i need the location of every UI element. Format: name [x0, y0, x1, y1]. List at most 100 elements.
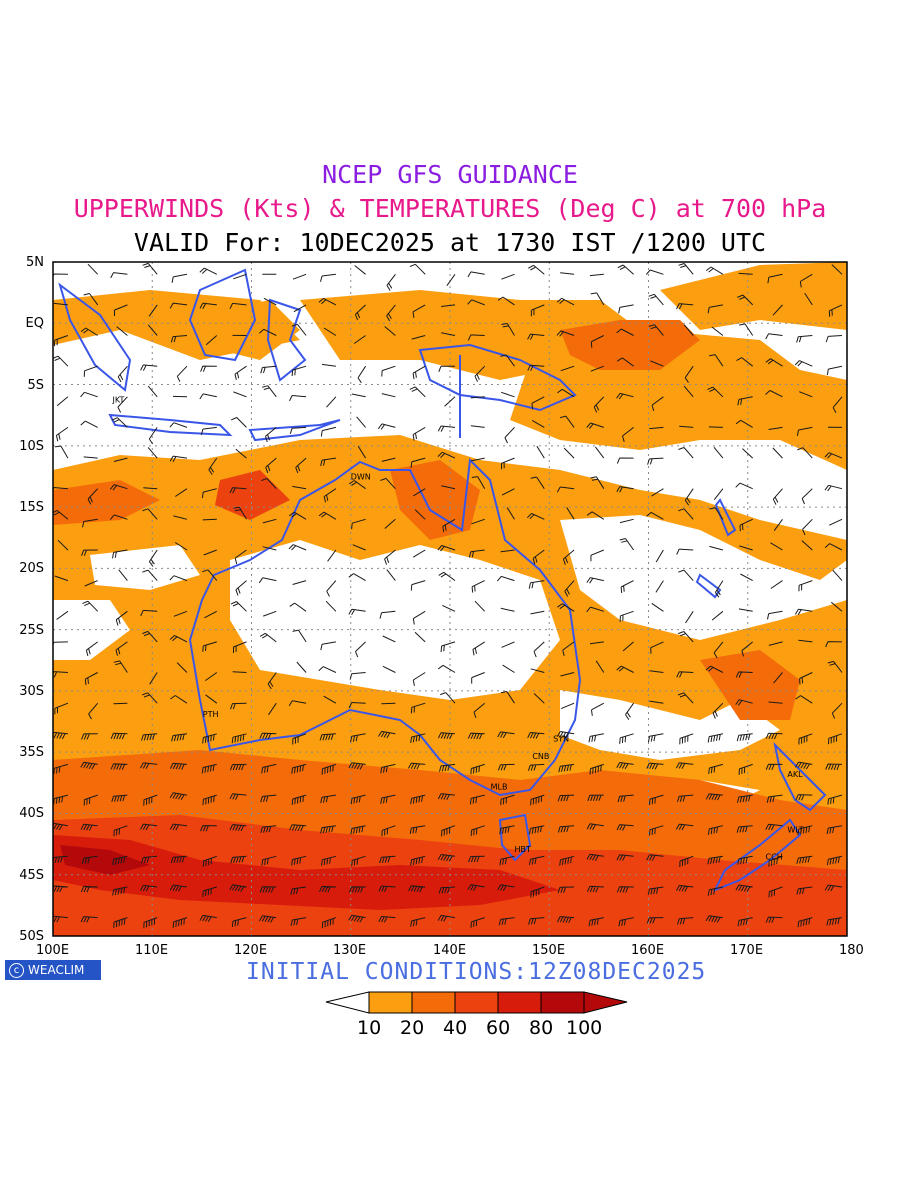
- legend-gt100: [583, 991, 628, 1014]
- wind-barb: [707, 386, 724, 398]
- wind-barb: [149, 672, 158, 685]
- wind-barb: [679, 425, 694, 428]
- wind-barb: [474, 600, 486, 612]
- wind-barb: [470, 825, 485, 837]
- wind-barb: [562, 641, 575, 657]
- wind-barb: [379, 855, 396, 864]
- map-frame: [52, 261, 848, 937]
- wind-barb: [616, 392, 634, 400]
- coast-new-guinea: [418, 343, 577, 412]
- lon-label-130e: 130E: [333, 943, 367, 958]
- wind-barb: [202, 641, 217, 652]
- wind-barb: [258, 328, 277, 336]
- wind-barb: [798, 580, 813, 592]
- wind-barb: [202, 855, 217, 867]
- wind-barb: [709, 507, 724, 520]
- wind-barb: [140, 762, 158, 769]
- wind-barb: [234, 549, 247, 565]
- wind-barb: [564, 580, 575, 597]
- wind-barb: [712, 702, 724, 719]
- wind-barb: [203, 549, 217, 556]
- wind-barb: [590, 476, 605, 489]
- wind-barb: [320, 457, 336, 467]
- wind-barb: [500, 549, 515, 553]
- wind-barb: [467, 884, 485, 891]
- wind-barb: [117, 365, 128, 383]
- wind-barb: [291, 323, 307, 336]
- wind-barb: [320, 794, 336, 804]
- wind-barb: [410, 855, 426, 866]
- wind-barb: [824, 884, 843, 892]
- wind-barb: [80, 761, 98, 770]
- wind-barb: [645, 269, 664, 275]
- wind-barb: [53, 509, 69, 520]
- station-label-dwn: DWN: [351, 472, 371, 481]
- wind-barb: [229, 487, 247, 494]
- wind-barb: [113, 660, 128, 673]
- lon-label-110e: 110E: [135, 943, 169, 958]
- wind-barb: [169, 302, 188, 309]
- wind-barb: [648, 293, 664, 306]
- wind-barb: [176, 365, 188, 382]
- wind-barb: [705, 665, 724, 673]
- wind-barb: [437, 732, 456, 740]
- wind-barb: [799, 273, 813, 288]
- wind-barb: [109, 514, 128, 520]
- wind-barb: [468, 855, 485, 863]
- wind-barb: [676, 303, 694, 310]
- wind-barb: [319, 733, 336, 741]
- wind-barb: [556, 330, 575, 337]
- wind-barb: [467, 334, 485, 341]
- title-model: NCEP GFS GUIDANCE: [322, 160, 578, 189]
- wind-barb: [231, 917, 247, 928]
- wind-barb: [499, 825, 515, 835]
- wind-barb: [470, 396, 485, 399]
- wind-barb: [141, 733, 158, 741]
- wind-barb: [595, 660, 605, 673]
- map-graticule: [53, 262, 847, 936]
- wind-barb: [169, 575, 188, 582]
- wind-barb: [81, 855, 98, 865]
- wind-barb: [824, 452, 843, 459]
- wind-barb: [796, 426, 813, 436]
- wind-barb: [169, 884, 188, 892]
- wind-barb: [291, 794, 307, 806]
- wind-barb: [529, 825, 545, 835]
- wind-barb: [742, 448, 754, 459]
- wind-barb: [530, 668, 545, 673]
- wind-barb: [588, 917, 604, 927]
- wind-barb: [619, 538, 635, 551]
- wind-barb: [677, 692, 694, 704]
- wind-barb: [261, 477, 277, 490]
- wind-barb: [437, 793, 456, 801]
- wind-barb: [83, 365, 98, 377]
- wind-barb: [708, 426, 723, 428]
- wind-barb: [82, 600, 99, 612]
- wind-barb: [797, 917, 813, 928]
- wind-barb: [497, 296, 515, 306]
- wind-barb: [350, 825, 366, 835]
- wind-barb: [142, 630, 158, 643]
- wind-barb: [590, 335, 605, 348]
- wind-barb: [348, 702, 366, 709]
- wind-barb: [556, 486, 575, 493]
- wind-barb: [320, 825, 336, 834]
- wind-barb: [351, 855, 366, 867]
- wind-barb: [260, 794, 277, 803]
- wind-barb: [530, 794, 545, 806]
- wind-barb: [675, 762, 694, 769]
- wind-barb: [233, 273, 247, 280]
- wind-barb: [87, 488, 99, 505]
- wind-barb: [54, 702, 69, 715]
- station-label-mlb: MLB: [491, 782, 508, 791]
- wind-barb: [618, 917, 634, 927]
- wind-barb: [140, 364, 158, 371]
- wind-barb: [765, 333, 783, 340]
- wind-barb: [651, 488, 664, 497]
- wind-barb: [530, 304, 545, 317]
- wind-barb: [295, 457, 307, 474]
- wind-barb: [290, 917, 307, 926]
- wind-barb: [590, 292, 605, 306]
- wind-barb: [684, 488, 694, 506]
- wind-barb: [440, 692, 456, 704]
